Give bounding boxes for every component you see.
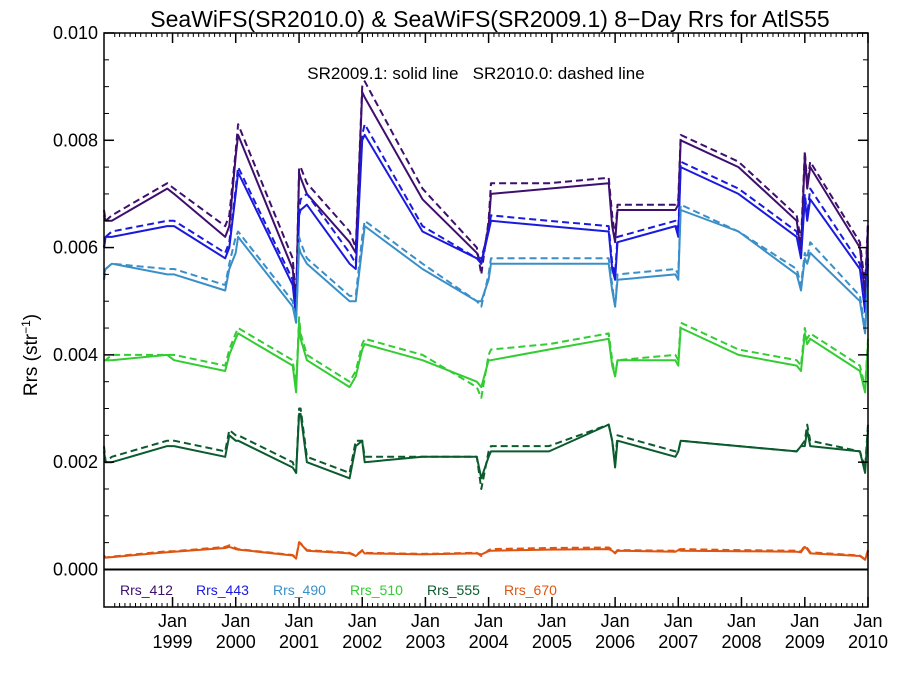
series-line-rrs-670-sr2010: [103, 541, 869, 561]
x-tick-year: 2005: [532, 632, 572, 652]
line-style-note: SR2009.1: solid line SR2010.0: dashed li…: [307, 64, 644, 83]
y-tick-label: 0.006: [53, 238, 98, 258]
series-line-rrs-412-sr2010: [103, 80, 869, 303]
legend-entry-rrs-670: Rrs_670: [504, 582, 557, 598]
x-tick-year: 2007: [658, 632, 698, 652]
axes: 0.0000.0020.0040.0060.0080.010Jan1999Jan…: [53, 23, 888, 652]
series-line-rrs-443-sr2010: [103, 123, 869, 313]
x-tick-year: 2008: [721, 632, 761, 652]
legend-entry-rrs-490: Rrs_490: [273, 582, 326, 598]
x-tick-month: Jan: [853, 611, 882, 631]
x-tick-year: 2000: [216, 632, 256, 652]
series-line-rrs-490-sr2009: [103, 209, 869, 335]
series-line-rrs-490-sr2010: [103, 203, 869, 329]
y-tick-label: 0.008: [53, 130, 98, 150]
x-tick-month: Jan: [158, 611, 187, 631]
chart-title: SeaWiFS(SR2010.0) & SeaWiFS(SR2009.1) 8−…: [150, 6, 829, 32]
y-axis-label: Rrs (str−1): [19, 314, 42, 396]
x-tick-month: Jan: [537, 611, 566, 631]
x-tick-month: Jan: [221, 611, 250, 631]
plot-frame: [103, 32, 869, 608]
legend-entry-rrs-443: Rrs_443: [196, 582, 249, 598]
series-line-rrs-510-sr2010: [104, 316, 869, 399]
x-tick-year: 2001: [279, 632, 319, 652]
y-tick-label: 0.002: [53, 452, 98, 472]
y-tick-label: 0.004: [53, 345, 98, 365]
x-tick-month: Jan: [474, 611, 503, 631]
x-tick-month: Jan: [285, 611, 314, 631]
legend: Rrs_412 Rrs_443 Rrs_490 Rrs_510 Rrs_555 Rrs_6…: [120, 582, 557, 598]
x-tick-year: 2003: [405, 632, 445, 652]
legend-entry-rrs-555: Rrs_555: [427, 582, 480, 598]
y-tick-label: 0.000: [53, 559, 98, 579]
series-line-rrs-510-sr2009: [104, 321, 869, 394]
x-tick-year: 2002: [342, 632, 382, 652]
series-line-rrs-555-sr2010: [103, 407, 869, 490]
legend-entry-rrs-412: Rrs_412: [120, 582, 173, 598]
x-tick-month: Jan: [411, 611, 440, 631]
x-tick-year: 1999: [153, 632, 193, 652]
x-tick-year: 2010: [848, 632, 888, 652]
x-tick-month: Jan: [727, 611, 756, 631]
legend-entry-rrs-510: Rrs_510: [350, 582, 403, 598]
x-tick-month: Jan: [348, 611, 377, 631]
x-tick-month: Jan: [601, 611, 630, 631]
x-tick-month: Jan: [790, 611, 819, 631]
x-tick-year: 2006: [595, 632, 635, 652]
x-tick-year: 2009: [785, 632, 825, 652]
y-tick-label: 0.010: [53, 23, 98, 43]
x-tick-month: Jan: [664, 611, 693, 631]
x-tick-year: 2004: [469, 632, 509, 652]
series-line-rrs-443-sr2009: [103, 133, 869, 319]
series-layer: [103, 80, 869, 561]
